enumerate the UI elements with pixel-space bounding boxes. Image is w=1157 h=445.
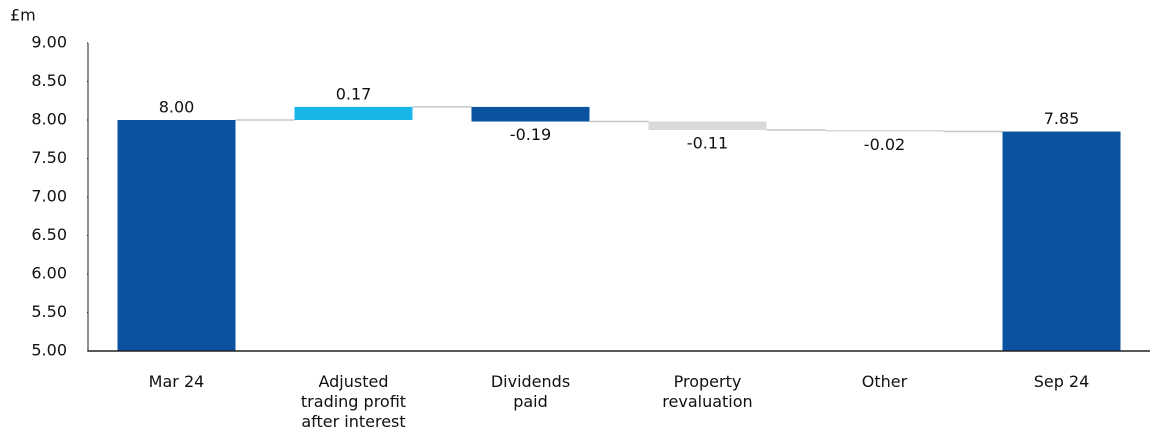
value-label: 7.85 bbox=[1044, 109, 1080, 128]
value-label: -0.19 bbox=[510, 125, 551, 144]
y-tick-label: 5.00 bbox=[31, 341, 67, 360]
bar bbox=[294, 106, 413, 120]
value-label: 8.00 bbox=[159, 98, 195, 117]
value-label: -0.11 bbox=[687, 134, 728, 153]
bar bbox=[648, 121, 767, 131]
unit-label: £m bbox=[10, 6, 36, 25]
bar bbox=[825, 130, 944, 132]
y-tick-label: 5.50 bbox=[31, 302, 67, 321]
x-tick-label: Property revaluation bbox=[662, 372, 753, 411]
y-tick-label: 9.00 bbox=[31, 33, 67, 52]
bar bbox=[117, 120, 236, 351]
bar bbox=[1002, 131, 1121, 351]
x-tick-label: Mar 24 bbox=[148, 372, 205, 391]
value-label: -0.02 bbox=[864, 135, 905, 154]
y-tick-label: 7.50 bbox=[31, 148, 67, 167]
x-tick-label: Other bbox=[861, 372, 908, 391]
value-label: 0.17 bbox=[336, 84, 372, 103]
y-tick-label: 8.00 bbox=[31, 110, 67, 129]
y-tick-label: 6.00 bbox=[31, 264, 67, 283]
bar bbox=[471, 106, 590, 122]
y-tick-label: 7.00 bbox=[31, 187, 67, 206]
x-tick-label: Dividends paid bbox=[490, 372, 571, 411]
x-tick-label: Adjusted trading profit after interest bbox=[300, 372, 407, 431]
x-tick-label: Sep 24 bbox=[1033, 372, 1090, 391]
y-tick-label: 6.50 bbox=[31, 225, 67, 244]
y-tick-label: 8.50 bbox=[31, 71, 67, 90]
